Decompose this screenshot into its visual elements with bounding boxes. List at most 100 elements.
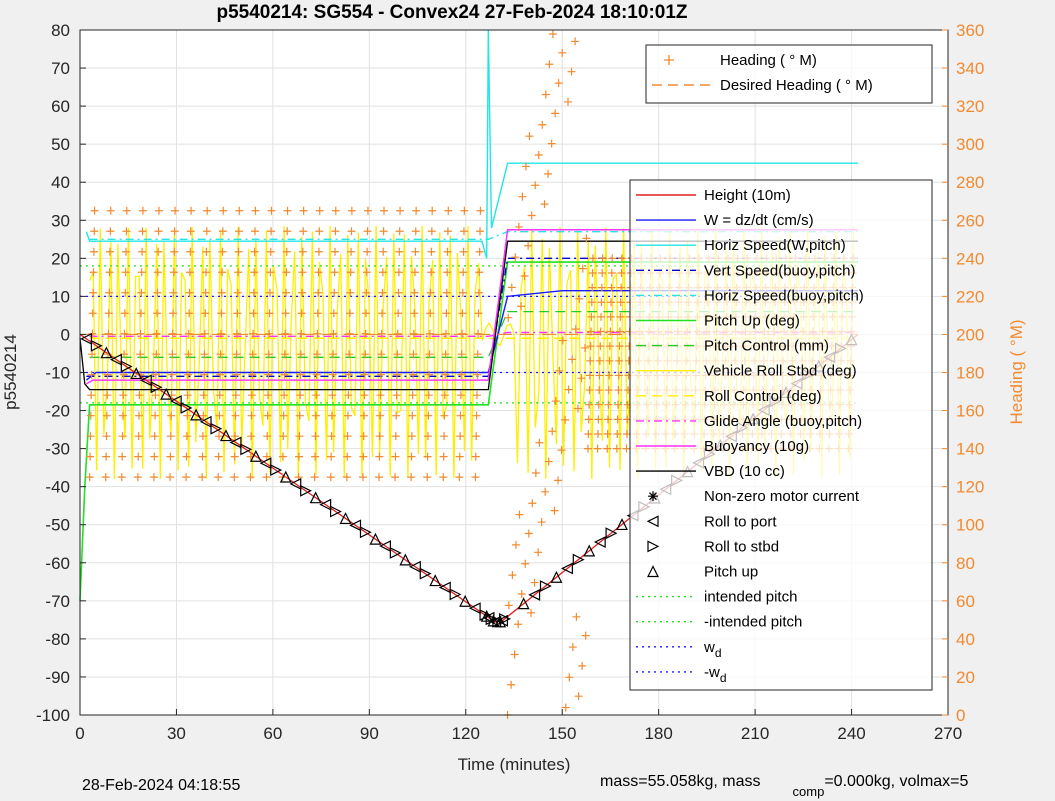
heading-point [594, 415, 603, 424]
heading-point [312, 350, 321, 359]
heading-point [87, 391, 96, 400]
heading-point [408, 411, 417, 420]
marker-u [249, 449, 262, 462]
heading-point [363, 247, 372, 256]
footer-timestamp: 28-Feb-2024 04:18:55 [82, 777, 240, 794]
y2-tick-label: 140 [956, 440, 984, 459]
heading-point [283, 206, 292, 215]
heading-point [168, 350, 177, 359]
heading-point [138, 227, 147, 236]
heading-point [597, 298, 606, 307]
heading-point [299, 206, 308, 215]
heading-point [202, 247, 211, 256]
heading-point [313, 309, 322, 318]
heading-point [376, 411, 385, 420]
heading-point [379, 227, 388, 236]
y-tick-label: -100 [36, 706, 70, 725]
heading-point [327, 411, 336, 420]
y-tick-label: -30 [45, 440, 70, 459]
heading-point [231, 432, 240, 441]
marker-u [160, 387, 173, 400]
heading-point [578, 661, 587, 670]
y2-tick-label: 100 [956, 516, 984, 535]
heading-point [312, 370, 321, 379]
heading-point [263, 411, 272, 420]
y-tick-label: -10 [45, 364, 70, 383]
heading-point [605, 371, 614, 380]
heading-point [525, 132, 534, 141]
heading-point [215, 411, 224, 420]
legend-main: Height (10m) W = dz/dt (cm/s) Horiz Speed(… [629, 179, 933, 691]
heading-point [475, 268, 484, 277]
heading-point [617, 268, 626, 277]
heading-point [248, 350, 257, 359]
marker-u [130, 367, 143, 380]
y-axis: -100-90-80-70-60-50-40-30-20-10010203040… [36, 21, 86, 725]
heading-point [577, 374, 586, 383]
heading-point [391, 452, 400, 461]
heading-point [578, 264, 587, 273]
heading-point [375, 432, 384, 441]
heading-point [262, 473, 271, 482]
heading-point [216, 350, 225, 359]
heading-point [182, 452, 191, 461]
heading-point [409, 329, 418, 338]
legend-entry: Non-zero motor current [704, 488, 860, 505]
heading-point [544, 169, 553, 178]
heading-point [345, 309, 354, 318]
heading-point [603, 444, 612, 453]
heading-point [330, 247, 339, 256]
heading-point [472, 432, 481, 441]
marker-l [229, 436, 242, 449]
heading-point [613, 415, 622, 424]
heading-point [440, 391, 449, 400]
heading-point [315, 227, 324, 236]
y-tick-label: 20 [51, 249, 70, 268]
legend-box [629, 179, 933, 691]
heading-point [216, 329, 225, 338]
heading-point [218, 247, 227, 256]
heading-point [473, 350, 482, 359]
y2-tick-label: 80 [956, 554, 975, 573]
marker-r [419, 567, 432, 580]
heading-point [360, 411, 369, 420]
heading-point [326, 473, 335, 482]
heading-point [329, 309, 338, 318]
heading-point [458, 309, 467, 318]
heading-point [376, 391, 385, 400]
heading-point [456, 391, 465, 400]
heading-point [200, 329, 209, 338]
heading-point [200, 350, 209, 359]
heading-point [247, 411, 256, 420]
heading-point [185, 288, 194, 297]
marker-l [379, 540, 392, 553]
heading-point [331, 206, 340, 215]
heading-point [216, 370, 225, 379]
heading-point [407, 432, 416, 441]
heading-point [198, 432, 207, 441]
marker-l [408, 560, 421, 573]
heading-point [504, 601, 513, 610]
heading-point [587, 327, 596, 336]
heading-point [612, 444, 621, 453]
heading-point [150, 432, 159, 441]
heading-point [593, 444, 602, 453]
heading-point [90, 206, 99, 215]
heading-point [598, 268, 607, 277]
heading-point [473, 370, 482, 379]
heading-point [360, 370, 369, 379]
heading-point [88, 329, 97, 338]
chart-title: p5540214: SG554 - Convex24 27-Feb-2024 1… [216, 2, 687, 23]
footer-mass-sub: comp [793, 784, 825, 799]
heading-point [392, 370, 401, 379]
heading-point [378, 268, 387, 277]
footer-mass-text-2: =0.000kg, volmax=5 [824, 773, 968, 790]
heading-point [472, 411, 481, 420]
y-tick-label: -50 [45, 516, 70, 535]
heading-point [581, 631, 590, 640]
heading-point [219, 206, 228, 215]
y-tick-label: -90 [45, 668, 70, 687]
x-tick-label: 0 [75, 724, 84, 743]
heading-point [315, 206, 324, 215]
heading-point [455, 473, 464, 482]
